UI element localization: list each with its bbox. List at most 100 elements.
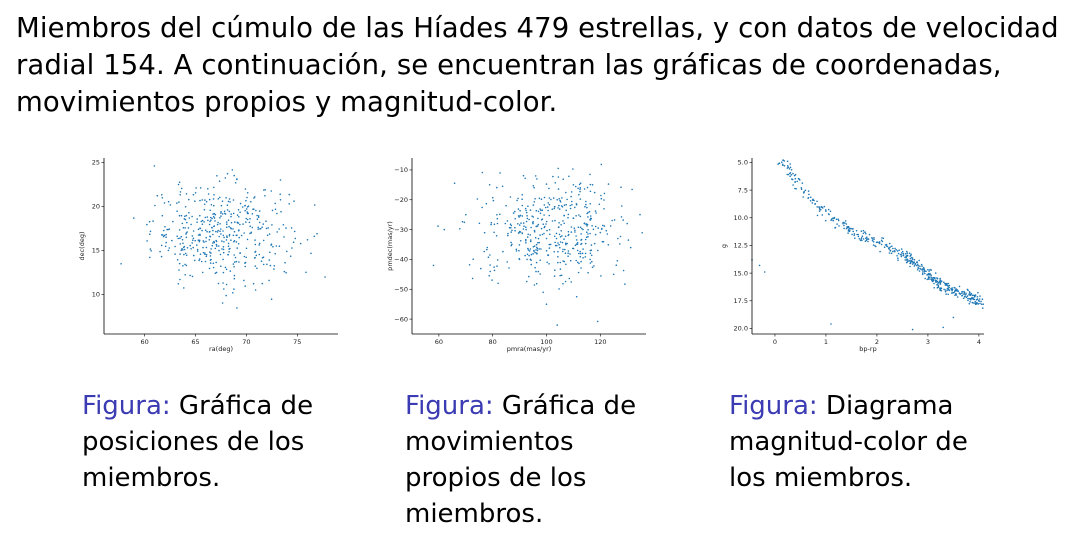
data-point xyxy=(897,257,899,259)
data-point xyxy=(603,192,606,195)
data-point xyxy=(216,223,219,226)
data-point xyxy=(182,246,185,249)
data-point xyxy=(212,215,215,218)
data-point xyxy=(563,238,565,240)
data-point xyxy=(956,296,959,298)
data-point xyxy=(963,292,965,295)
data-point xyxy=(570,191,573,193)
data-point xyxy=(553,207,556,210)
data-point xyxy=(493,269,496,272)
data-point xyxy=(789,166,792,169)
data-point xyxy=(616,260,619,262)
data-point xyxy=(556,244,558,247)
data-point xyxy=(916,269,919,271)
data-point xyxy=(524,207,527,210)
data-point xyxy=(221,240,223,242)
data-point xyxy=(871,239,874,242)
data-point xyxy=(936,280,939,283)
data-point xyxy=(792,172,794,175)
data-point xyxy=(799,179,801,181)
data-point xyxy=(471,277,474,280)
data-point xyxy=(545,237,548,240)
data-point xyxy=(922,269,925,271)
data-point xyxy=(258,244,260,246)
data-point xyxy=(199,234,201,236)
data-point xyxy=(951,289,953,292)
data-point xyxy=(883,246,886,248)
data-point xyxy=(528,254,530,257)
data-point xyxy=(615,264,618,266)
data-point xyxy=(898,249,900,251)
data-point xyxy=(962,297,965,300)
data-point xyxy=(586,186,589,189)
data-point xyxy=(535,209,538,212)
data-point xyxy=(783,160,786,162)
data-point xyxy=(576,241,579,244)
data-point xyxy=(583,188,586,190)
data-point xyxy=(189,274,191,277)
data-point xyxy=(161,197,164,199)
data-point xyxy=(227,245,230,247)
data-point xyxy=(974,302,976,305)
data-point xyxy=(233,240,235,243)
x-tick-label: 65 xyxy=(191,338,199,346)
data-point xyxy=(518,224,521,226)
data-point xyxy=(556,324,558,326)
data-point xyxy=(223,241,225,243)
data-point xyxy=(522,228,525,230)
data-point xyxy=(946,284,948,286)
data-point xyxy=(579,226,582,229)
data-point xyxy=(149,233,151,235)
data-point xyxy=(548,263,550,265)
data-point xyxy=(275,245,278,247)
data-point xyxy=(965,292,967,294)
data-point xyxy=(278,228,280,230)
data-point xyxy=(226,226,228,228)
data-point xyxy=(758,264,761,267)
data-point xyxy=(579,198,582,200)
data-point xyxy=(934,272,937,274)
data-point xyxy=(955,288,958,290)
data-point xyxy=(928,276,931,279)
data-point xyxy=(574,229,576,232)
data-point xyxy=(556,199,558,201)
data-point xyxy=(547,202,549,204)
x-axis-label: bp-rp xyxy=(859,345,876,353)
data-point xyxy=(225,283,228,286)
data-point xyxy=(235,260,238,263)
data-point xyxy=(961,291,963,293)
data-point xyxy=(509,223,512,225)
data-point xyxy=(892,247,894,250)
data-point xyxy=(919,268,922,270)
data-point xyxy=(899,253,902,256)
data-point xyxy=(244,209,246,212)
data-point xyxy=(246,196,248,199)
data-point xyxy=(149,230,152,233)
data-point xyxy=(965,296,968,299)
data-point xyxy=(243,279,245,282)
data-point xyxy=(215,271,218,274)
data-point xyxy=(559,236,562,238)
data-point xyxy=(977,291,979,294)
caption-text: Gráfica de movimientos propios de los mi… xyxy=(405,391,637,529)
data-point xyxy=(203,241,205,243)
data-point xyxy=(271,209,274,212)
y-tick-label: −60 xyxy=(394,315,408,323)
data-point xyxy=(590,254,593,257)
data-point xyxy=(944,282,946,285)
data-point xyxy=(937,285,940,287)
data-point xyxy=(809,200,812,202)
data-point xyxy=(559,199,561,202)
data-point xyxy=(213,225,216,227)
data-point xyxy=(554,244,557,247)
data-point xyxy=(232,292,234,294)
data-point xyxy=(866,236,868,238)
data-point xyxy=(212,266,215,269)
data-point xyxy=(224,266,227,269)
data-point xyxy=(575,259,577,262)
data-point xyxy=(196,221,198,223)
data-point xyxy=(977,303,979,305)
data-point xyxy=(212,213,214,215)
data-point xyxy=(829,210,832,213)
data-point xyxy=(209,255,212,257)
